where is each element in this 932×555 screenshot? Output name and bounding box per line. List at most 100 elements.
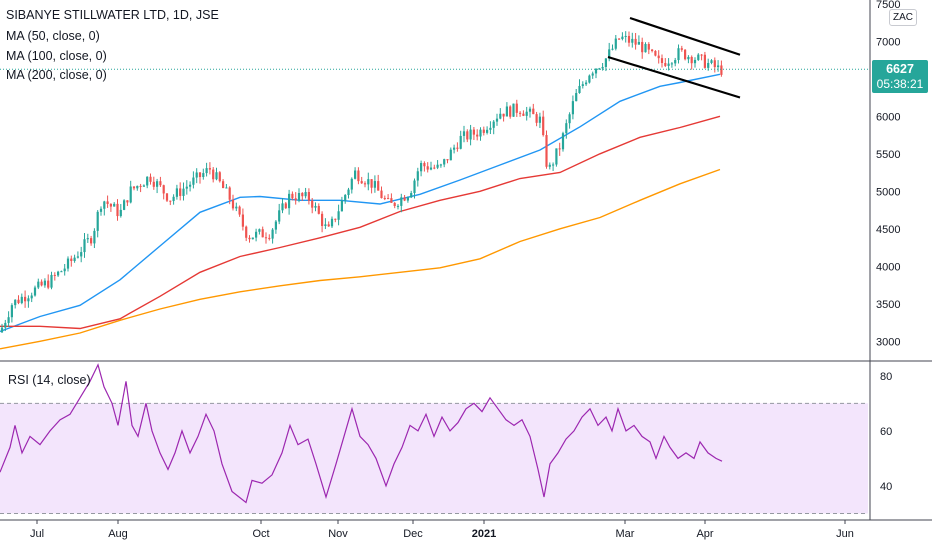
candle-body [179,188,182,196]
candle-body [294,198,297,201]
candle-body [509,106,512,117]
candle-body [535,114,538,123]
candle-body [47,280,50,288]
candle-body [146,176,149,186]
candle-body [621,36,624,40]
candle-body [492,121,495,128]
candle-body [142,185,145,187]
candle-body [462,131,466,136]
candle-body [284,203,287,209]
candle-body [664,62,667,66]
candle-body [611,48,614,50]
time-tick-label: Dec [403,528,423,540]
candle-body [548,164,551,167]
candle-body [413,180,416,194]
candle-body [169,200,172,202]
candles [0,31,723,334]
candle-body [377,181,380,191]
price-tick-label: 3500 [876,299,900,311]
candle-body [106,201,109,204]
candle-body [396,205,400,207]
candle-body [185,186,188,189]
currency-badge: ZAC [889,9,917,26]
price-tick-label: 6000 [876,111,900,123]
candle-body [182,188,185,196]
candle-body [60,271,63,273]
candle-body [73,257,76,262]
candle-body [70,258,73,262]
candle-body [720,65,723,75]
candle-body [264,237,268,239]
candle-body [449,149,452,161]
candle-body [327,224,330,227]
legend-ma50[interactable]: MA (50, close, 0) [6,29,100,43]
candle-body [334,218,337,220]
candle-body [604,58,607,67]
candle-body [707,62,710,68]
candle-body [274,221,277,230]
ma50-line [0,73,721,333]
candle-body [571,101,574,115]
legend-ma100[interactable]: MA (100, close, 0) [6,49,107,63]
rsi-tick-label: 60 [880,426,892,438]
candle-body [317,205,320,214]
candle-body [304,192,307,197]
candle-body [360,181,363,184]
candle-body [532,108,535,115]
candle-body [288,193,291,209]
candle-body [674,60,677,64]
time-tick-label: Mar [616,528,635,540]
candle-body [76,256,79,258]
ma100-line [0,115,721,330]
candle-body [238,206,241,215]
candle-body [367,179,370,185]
candle-body [429,167,433,170]
candle-body [27,298,30,302]
candle-body [684,49,687,60]
time-tick-label: Oct [252,528,269,540]
candle-body [486,129,489,133]
time-axis[interactable]: Jul Aug Oct Nov Dec 2021 Mar Apr Jun [30,520,854,540]
candle-body [0,327,4,333]
candle-body [156,181,159,187]
candle-body [393,202,396,206]
channel-lower-line [607,55,741,99]
candle-body [390,198,393,203]
candle-body [17,299,20,304]
candle-body [225,187,228,189]
candle-body [212,169,215,180]
candle-body [37,281,40,288]
candle-body [693,59,697,64]
candle-body [314,205,317,208]
candle-body [515,103,518,113]
candle-body [489,127,492,130]
rsi-axis[interactable]: 40 60 80 [880,371,892,493]
candle-body [235,206,238,209]
candle-body [175,188,178,197]
channel-lines [607,16,741,99]
legend-rsi[interactable]: RSI (14, close) [8,373,91,387]
rsi-series [0,363,723,504]
price-tick-label: 5500 [876,149,900,161]
candle-body [202,173,205,178]
price-axis[interactable]: 3000350040004500500055006000650070007500 [876,0,900,348]
candle-body [80,252,83,257]
candle-body [241,214,244,227]
candle-body [433,167,436,169]
candle-body [350,178,353,190]
price-tick-label: 7500 [876,0,900,11]
candle-body [271,229,274,239]
candle-body [228,187,231,200]
candle-body [651,49,654,52]
legend-ma200[interactable]: MA (200, close, 0) [6,68,107,82]
candle-body [208,168,211,170]
candle-body [406,197,409,201]
candle-body [641,41,644,53]
candle-body [159,181,162,186]
candle-body [710,60,713,63]
candle-body [152,181,155,187]
candle-body [218,172,221,182]
candle-body [680,48,683,50]
